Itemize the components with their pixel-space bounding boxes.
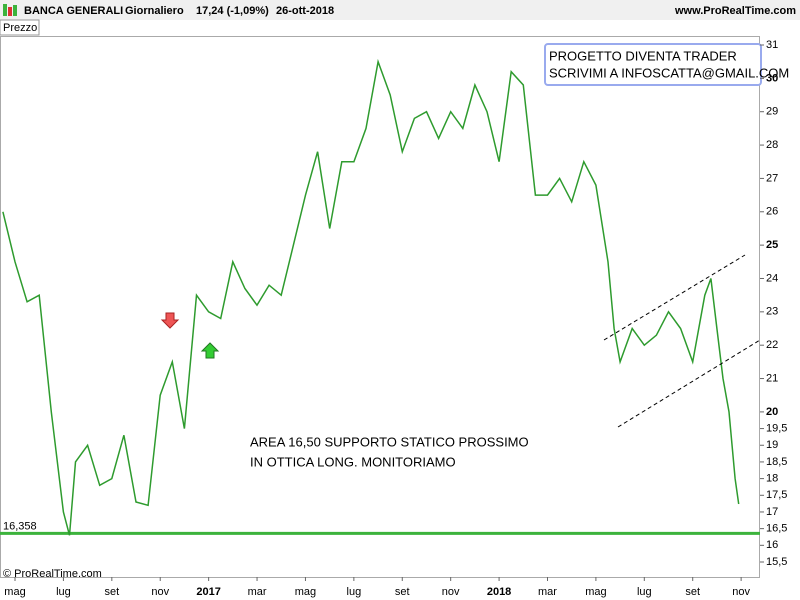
date: 26-ott-2018: [276, 5, 334, 17]
x-tick-label: mag: [4, 586, 25, 598]
x-tick-label: lug: [56, 586, 71, 598]
site: www.ProRealTime.com: [674, 5, 796, 17]
y-tick-label: 28: [766, 139, 778, 151]
channel-line: [603, 254, 746, 341]
interval: Giornaliero: [125, 5, 184, 17]
y-tick-label: 21: [766, 372, 778, 384]
y-tick-label: 17,5: [766, 489, 787, 501]
x-tick-label: mar: [538, 586, 557, 598]
y-tick-label: 25: [766, 239, 778, 251]
title: BANCA GENERALI: [24, 5, 123, 17]
logo: [8, 7, 12, 16]
y-tick-label: 18: [766, 473, 778, 485]
note-box-text: PROGETTO DIVENTA TRADER: [549, 48, 737, 63]
y-tick-label: 27: [766, 172, 778, 184]
panel-label: Prezzo: [3, 22, 37, 34]
y-tick-label: 26: [766, 206, 778, 218]
y-tick-label: 23: [766, 306, 778, 318]
y-tick-label: 24: [766, 272, 778, 284]
support-label: 16,358: [3, 520, 37, 532]
x-tick-label: lug: [347, 586, 362, 598]
plot-frame: [0, 36, 760, 578]
annotation: IN OTTICA LONG. MONITORIAMO: [250, 454, 456, 469]
header-bar: [0, 0, 800, 20]
x-tick-label: nov: [732, 586, 750, 598]
y-tick-label: 17: [766, 506, 778, 518]
y-tick-label: 20: [766, 406, 778, 418]
y-tick-label: 29: [766, 106, 778, 118]
sell-arrow: [160, 312, 180, 329]
y-tick-label: 19: [766, 439, 778, 451]
x-tick-label: nov: [151, 586, 169, 598]
y-tick-label: 18,5: [766, 456, 787, 468]
note-box: [544, 43, 762, 86]
x-tick-label: 2017: [196, 586, 220, 598]
last-price: 17,24 (-1,09%): [196, 5, 269, 17]
panel-label-box: [0, 19, 40, 36]
y-tick-label: 22: [766, 339, 778, 351]
x-tick-label: set: [104, 586, 119, 598]
y-tick-label: 15,5: [766, 556, 787, 568]
x-tick-label: mag: [585, 586, 606, 598]
price-line: [2, 58, 740, 536]
x-tick-label: set: [685, 586, 700, 598]
x-tick-label: 2018: [487, 586, 511, 598]
annotation: AREA 16,50 SUPPORTO STATICO PROSSIMO: [250, 434, 529, 449]
y-tick-label: 19,5: [766, 422, 787, 434]
copyright: © ProRealTime.com: [3, 568, 102, 580]
x-tick-label: lug: [637, 586, 652, 598]
y-tick-label: 31: [766, 39, 778, 51]
y-tick-label: 16,5: [766, 523, 787, 535]
x-tick-label: mar: [248, 586, 267, 598]
x-tick-label: set: [395, 586, 410, 598]
note-box-text: SCRIVIMI A INFOSCATTA@GMAIL.COM: [549, 65, 789, 80]
y-tick-label: 30: [766, 72, 778, 84]
logo: [13, 5, 17, 16]
buy-arrow: [200, 342, 220, 359]
y-tick-label: 16: [766, 539, 778, 551]
x-tick-label: nov: [442, 586, 460, 598]
logo: [3, 4, 7, 16]
plot: 16,358: [0, 58, 760, 536]
x-tick-label: mag: [295, 586, 316, 598]
